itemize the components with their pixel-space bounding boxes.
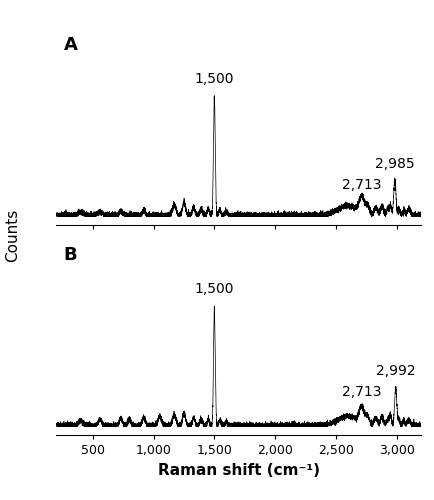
X-axis label: Raman shift (cm⁻¹): Raman shift (cm⁻¹) bbox=[158, 462, 320, 477]
Text: 2,713: 2,713 bbox=[342, 178, 381, 192]
Text: Counts: Counts bbox=[6, 208, 20, 262]
Text: 2,985: 2,985 bbox=[375, 157, 414, 171]
Text: A: A bbox=[64, 36, 78, 54]
Text: 1,500: 1,500 bbox=[194, 72, 234, 86]
Text: 2,713: 2,713 bbox=[342, 385, 381, 399]
Text: 1,500: 1,500 bbox=[194, 282, 234, 296]
Text: 2,992: 2,992 bbox=[376, 364, 415, 378]
Text: B: B bbox=[64, 246, 77, 264]
